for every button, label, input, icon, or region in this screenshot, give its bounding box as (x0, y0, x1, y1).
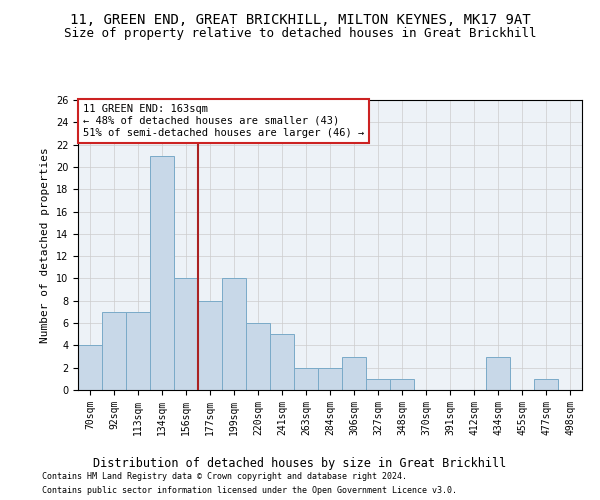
Bar (294, 368, 318, 390)
Bar (486, 356, 510, 390)
Text: Size of property relative to detached houses in Great Brickhill: Size of property relative to detached ho… (64, 28, 536, 40)
Bar (342, 356, 366, 390)
Bar (126, 312, 150, 390)
Bar (366, 379, 390, 390)
Text: 11 GREEN END: 163sqm
← 48% of detached houses are smaller (43)
51% of semi-detac: 11 GREEN END: 163sqm ← 48% of detached h… (83, 104, 364, 138)
Bar (270, 334, 294, 390)
Bar (246, 323, 270, 390)
Text: Contains HM Land Registry data © Crown copyright and database right 2024.: Contains HM Land Registry data © Crown c… (42, 472, 407, 481)
Bar (198, 301, 222, 390)
Bar (390, 379, 414, 390)
Bar (102, 312, 126, 390)
Bar (534, 379, 558, 390)
Text: Contains public sector information licensed under the Open Government Licence v3: Contains public sector information licen… (42, 486, 457, 495)
Bar (174, 278, 198, 390)
Bar (78, 346, 102, 390)
Bar (222, 278, 246, 390)
Bar (318, 368, 342, 390)
Bar (150, 156, 174, 390)
Text: 11, GREEN END, GREAT BRICKHILL, MILTON KEYNES, MK17 9AT: 11, GREEN END, GREAT BRICKHILL, MILTON K… (70, 12, 530, 26)
Text: Distribution of detached houses by size in Great Brickhill: Distribution of detached houses by size … (94, 458, 506, 470)
Y-axis label: Number of detached properties: Number of detached properties (40, 147, 50, 343)
